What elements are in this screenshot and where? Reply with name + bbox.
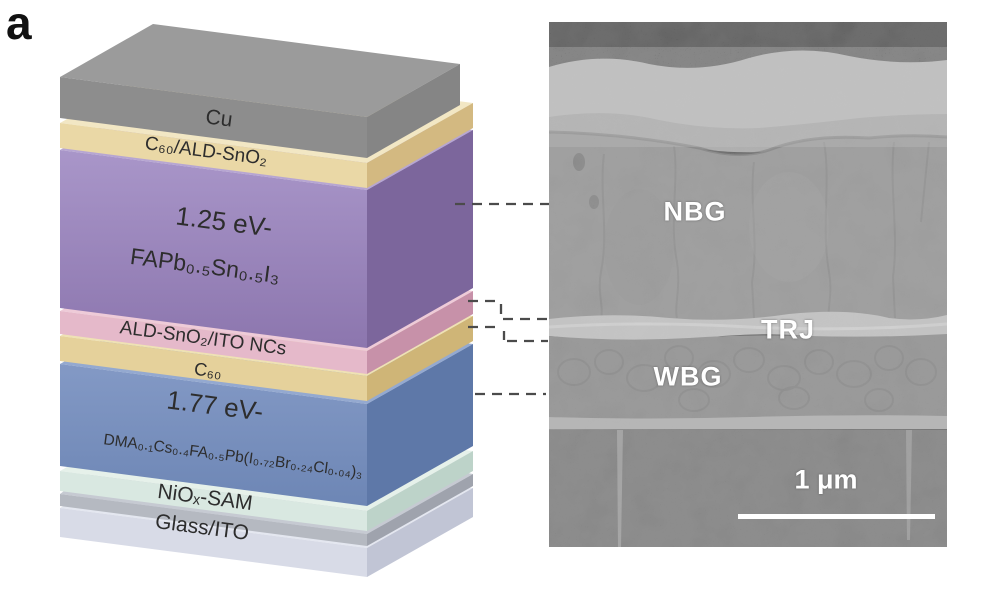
trj-connector-upper [468, 299, 548, 321]
sem-texture [549, 22, 947, 547]
panel-letter: a [6, 0, 32, 49]
trj-connector-lower [468, 325, 548, 343]
sem-wbg-label: WBG [653, 361, 723, 392]
sem-scale-bar [738, 514, 935, 519]
sem-trj-label: TRJ [760, 314, 816, 345]
cu-electrode-slab [60, 24, 460, 158]
sem-micrograph: NBG TRJ WBG 1 μm [549, 22, 947, 547]
sem-scale-label: 1 μm [794, 464, 858, 495]
sem-nbg-label: NBG [663, 196, 727, 227]
c60-layer-label: C₆₀ [193, 358, 224, 383]
cu-layer-label: Cu [204, 105, 234, 132]
sem-noise-top [549, 47, 947, 147]
